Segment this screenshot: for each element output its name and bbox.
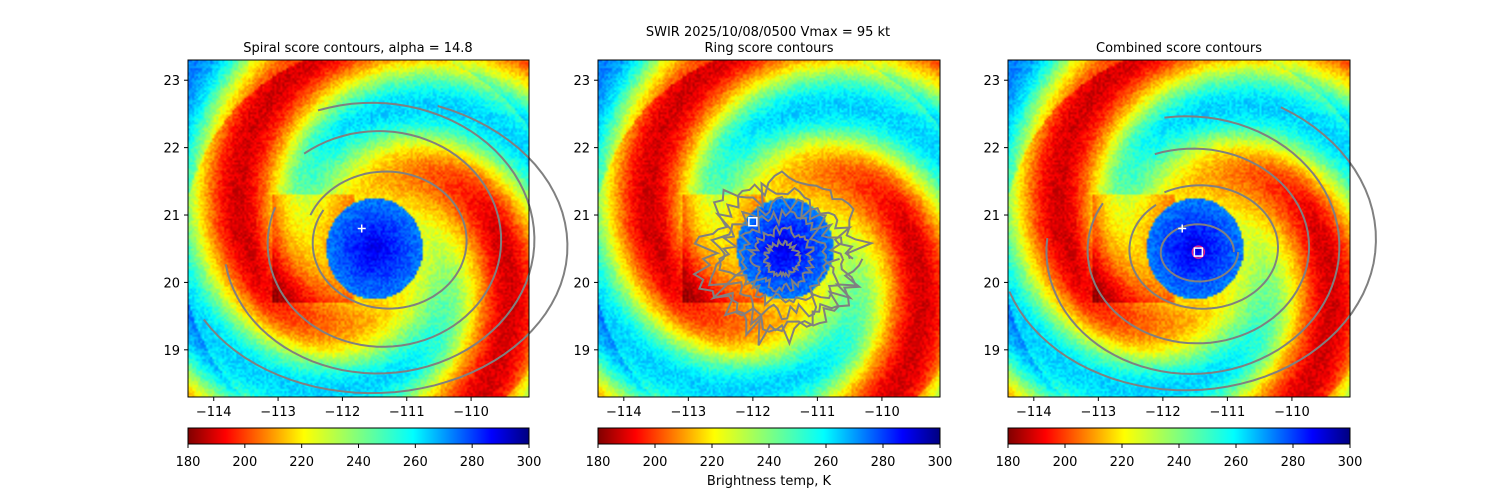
- colorbar-tick-label: 240: [757, 455, 782, 470]
- colorbar-tick-label: 240: [346, 455, 371, 470]
- panel-ring-axes: −114 −113 −112 −111 −110 19 20 21 22 23: [573, 74, 899, 420]
- colorbar-tick-label: 300: [517, 455, 542, 470]
- x-tick-label: −111: [1210, 405, 1246, 420]
- colorbar-tick-label: 240: [1167, 455, 1192, 470]
- x-tick-label: −113: [670, 405, 706, 420]
- contour-combined-5: [1008, 106, 1377, 392]
- panel-combined-axes: −114 −113 −112 −111 −110 19 20 21 22 23: [983, 74, 1309, 420]
- panel-spiral-contours: [203, 101, 569, 395]
- y-tick-label: 19: [163, 344, 180, 359]
- y-tick-label: 22: [163, 142, 180, 157]
- x-tick-label: −114: [196, 405, 232, 420]
- y-tick-label: 20: [573, 276, 590, 291]
- panel-ring-contours: [692, 170, 875, 347]
- panel-combined-frame: [1007, 59, 1351, 398]
- contour-combined-2: [1128, 184, 1280, 310]
- contour-spiral-2: [266, 130, 503, 348]
- contour-ring-3: [732, 207, 829, 307]
- center-marker-ring: [1191, 245, 1206, 259]
- colorbar-tick-label: 260: [814, 455, 839, 470]
- suptitle: SWIR 2025/10/08/0500 Vmax = 95 kt: [646, 25, 890, 40]
- y-tick-label: 21: [983, 209, 1000, 224]
- colorbar-tick-label: 260: [1224, 455, 1249, 470]
- contour-combined-3: [1086, 147, 1311, 345]
- colorbar-2-ticks: 180 200 220 240 260 280 300: [586, 444, 953, 470]
- panel-ring-title: Ring score contours: [704, 41, 833, 56]
- colorbar-tick-label: 200: [232, 455, 257, 470]
- contour-spiral-4: [203, 105, 569, 395]
- x-tick-label: −112: [735, 405, 771, 420]
- colorbar-3-ticks: 180 200 220 240 260 280 300: [996, 444, 1363, 470]
- colorbar-tick-label: 200: [1053, 455, 1078, 470]
- y-tick-label: 22: [573, 142, 590, 157]
- colorbar-tick-label: 300: [928, 455, 953, 470]
- colorbar-tick-label: 180: [996, 455, 1021, 470]
- colorbar-tick-label: 260: [403, 455, 428, 470]
- center-marker-square: [1193, 247, 1204, 257]
- center-marker-square: [748, 217, 758, 227]
- x-tick-label: −113: [260, 405, 296, 420]
- x-tick-label: −112: [1145, 405, 1181, 420]
- y-tick-label: 20: [983, 276, 1000, 291]
- panel-ring-frame: [597, 59, 941, 398]
- x-tick-label: −114: [606, 405, 642, 420]
- contour-ring-6: [692, 170, 875, 347]
- panel-ring: Ring score contours −114 −113 −112 −111 −110…: [573, 41, 952, 489]
- colorbar-tick-label: 220: [1110, 455, 1135, 470]
- colorbar-tick-label: 300: [1338, 455, 1363, 470]
- y-tick-label: 22: [983, 142, 1000, 157]
- panel-combined: Combined score contours −114 −113 −112 −111…: [983, 41, 1377, 470]
- panel-combined-title: Combined score contours: [1096, 41, 1262, 56]
- center-marker-plus: [357, 224, 366, 233]
- colorbar-1-ticks: 180 200 220 240 260 280 300: [176, 444, 542, 470]
- y-tick-label: 23: [573, 74, 590, 89]
- colorbar-tick-label: 200: [643, 455, 668, 470]
- x-tick-label: −114: [1016, 405, 1052, 420]
- colorbar-tick-label: 180: [586, 455, 611, 470]
- contour-ring-5: [707, 181, 858, 333]
- panel-spiral: Spiral score contours, alpha = 14.8 −114…: [163, 41, 569, 470]
- colorbar-3: [1007, 427, 1351, 445]
- x-tick-label: −111: [800, 405, 836, 420]
- y-tick-label: 23: [983, 74, 1000, 89]
- contour-ring-2: [745, 224, 816, 293]
- panel-spiral-title: Spiral score contours, alpha = 14.8: [243, 41, 472, 56]
- contour-ring-1: [762, 237, 802, 279]
- colorbar-tick-label: 180: [176, 455, 201, 470]
- panel-spiral-markers: [357, 224, 366, 233]
- y-tick-label: 20: [163, 276, 180, 291]
- contour-spiral-3: [224, 101, 536, 375]
- colorbar-label: Brightness temp, K: [707, 474, 832, 489]
- colorbar-tick-label: 220: [289, 455, 314, 470]
- x-tick-label: −110: [864, 405, 900, 420]
- center-marker-plus: [1178, 224, 1187, 233]
- colorbar-tick-label: 280: [460, 455, 485, 470]
- panel-spiral-axes: −114 −113 −112 −111 −110 19 20 21 22 23: [163, 74, 489, 420]
- panel-ring-heatmap: [598, 60, 940, 397]
- colorbar-tick-label: 280: [1281, 455, 1306, 470]
- contour-combined-1: [1159, 223, 1240, 283]
- colorbar-tick-label: 220: [700, 455, 725, 470]
- panel-combined-contours: [1008, 106, 1377, 392]
- x-tick-label: −113: [1080, 405, 1116, 420]
- colorbar-2: [597, 427, 941, 445]
- x-tick-label: −110: [453, 405, 489, 420]
- panel-combined-markers: [1178, 224, 1206, 259]
- contour-spiral-1: [309, 170, 468, 310]
- colorbar-tick-label: 280: [871, 455, 896, 470]
- x-tick-label: −110: [1274, 405, 1310, 420]
- panel-spiral-frame: [187, 59, 530, 398]
- y-tick-label: 21: [573, 209, 590, 224]
- contour-combined-4: [1045, 115, 1341, 375]
- x-tick-label: −111: [389, 405, 425, 420]
- panel-ring-markers: [748, 217, 758, 227]
- y-tick-label: 23: [163, 74, 180, 89]
- y-tick-label: 19: [983, 344, 1000, 359]
- x-tick-label: −112: [325, 405, 361, 420]
- y-tick-label: 19: [573, 344, 590, 359]
- colorbar-1: [187, 427, 530, 445]
- y-tick-label: 21: [163, 209, 180, 224]
